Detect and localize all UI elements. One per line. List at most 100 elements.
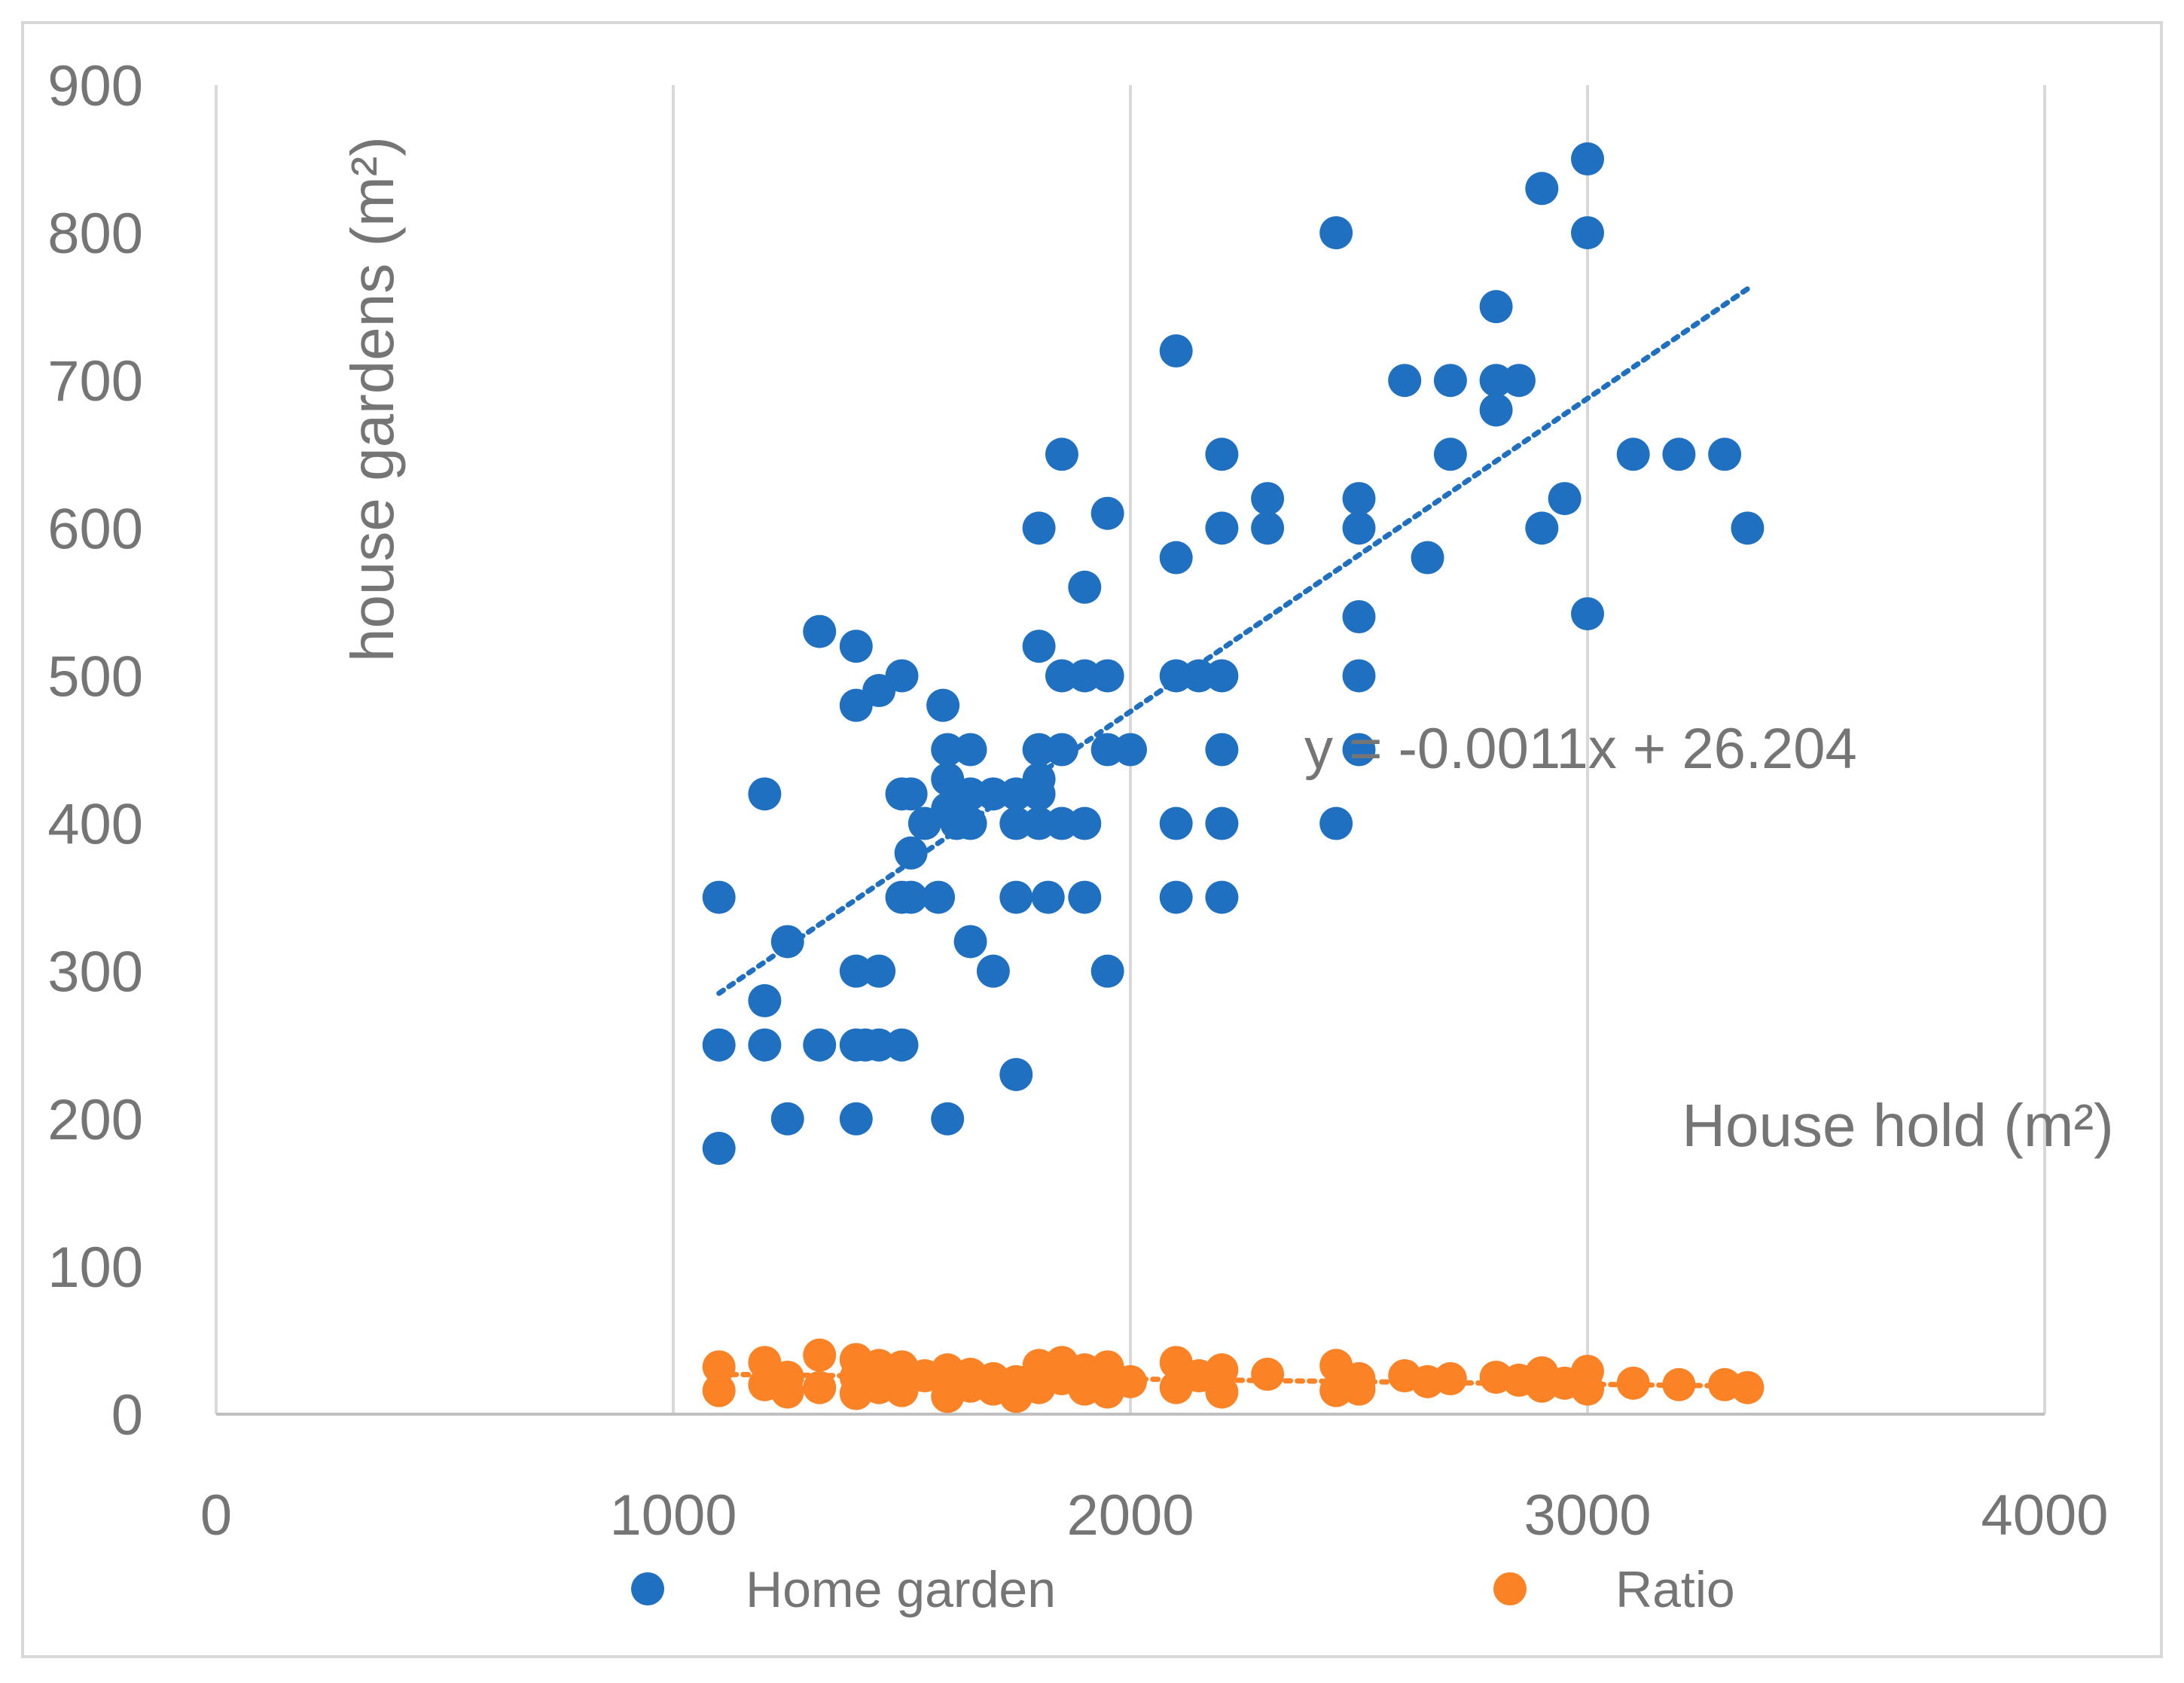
trendline-home-garden — [716, 286, 1750, 996]
point-home-garden — [1205, 806, 1239, 840]
point-home-garden — [931, 733, 965, 767]
point-home-garden — [1616, 438, 1650, 471]
point-home-garden — [1342, 482, 1376, 516]
point-home-garden — [1159, 880, 1193, 914]
point-ratio — [1433, 1361, 1467, 1395]
point-ratio — [1662, 1367, 1696, 1401]
point-ratio — [1616, 1366, 1650, 1400]
point-home-garden — [862, 1028, 896, 1062]
y-tick-label: 100 — [47, 1236, 143, 1300]
point-home-garden — [1479, 364, 1513, 398]
point-home-garden — [931, 1102, 965, 1136]
point-home-garden — [748, 983, 782, 1017]
point-home-garden — [1205, 733, 1239, 767]
point-home-garden — [953, 733, 987, 767]
point-home-garden — [894, 880, 928, 914]
point-home-garden — [1479, 290, 1513, 324]
point-home-garden — [1068, 806, 1102, 840]
point-home-garden — [1251, 482, 1285, 516]
point-home-garden — [1068, 659, 1102, 693]
point-ratio — [1731, 1370, 1765, 1404]
point-home-garden — [1068, 880, 1102, 914]
point-home-garden — [976, 954, 1010, 988]
point-home-garden — [1159, 806, 1193, 840]
y-tick-label: 400 — [47, 793, 143, 857]
point-ratio — [1251, 1358, 1285, 1392]
point-home-garden — [702, 880, 736, 914]
point-home-garden — [1022, 733, 1056, 767]
point-home-garden — [1479, 393, 1513, 427]
x-tick-label: 2000 — [1066, 1483, 1194, 1547]
point-home-garden — [1068, 570, 1102, 604]
point-home-garden — [1090, 733, 1124, 767]
point-home-garden — [1205, 880, 1239, 914]
point-home-garden — [1251, 511, 1285, 545]
point-home-garden — [1571, 597, 1604, 631]
point-home-garden — [839, 630, 873, 663]
point-ratio — [702, 1350, 736, 1384]
point-home-garden — [748, 1028, 782, 1062]
point-home-garden — [803, 614, 837, 648]
x-tick-label: 3000 — [1524, 1483, 1651, 1547]
legend-label-home-garden: Home garden — [746, 1561, 1056, 1618]
y-tick-label: 500 — [47, 645, 143, 709]
x-tick-label: 1000 — [609, 1483, 737, 1547]
point-ratio — [1571, 1372, 1604, 1406]
y-tick-label: 600 — [47, 497, 143, 561]
point-home-garden — [1342, 659, 1376, 693]
point-home-garden — [1319, 216, 1353, 250]
y-tick-label: 200 — [47, 1088, 143, 1152]
point-home-garden — [1388, 364, 1422, 398]
point-home-garden — [1411, 541, 1444, 575]
point-home-garden — [1433, 438, 1467, 471]
point-home-garden — [999, 806, 1033, 840]
point-home-garden — [1022, 630, 1056, 663]
point-home-garden — [1022, 777, 1056, 811]
point-home-garden — [1342, 600, 1376, 633]
point-home-garden — [1022, 806, 1056, 840]
point-home-garden — [1525, 172, 1559, 206]
point-home-garden — [1433, 364, 1467, 398]
legend-label-ratio: Ratio — [1615, 1561, 1735, 1618]
point-home-garden — [1159, 334, 1193, 367]
point-home-garden — [770, 1102, 804, 1136]
point-home-garden — [953, 777, 987, 811]
y-tick-label: 300 — [47, 941, 143, 1005]
point-ratio — [770, 1375, 804, 1409]
point-ratio — [702, 1374, 736, 1407]
point-home-garden — [1045, 438, 1078, 471]
point-home-garden — [999, 1057, 1033, 1091]
tick-labels: 0 1000 2000 3000 4000 0 100 200 300 400 500 600 700 8… — [47, 54, 2108, 1547]
point-home-garden — [976, 777, 1010, 811]
point-home-garden — [894, 836, 928, 870]
point-home-garden — [894, 777, 928, 811]
y-tick-label: 800 — [47, 202, 143, 266]
point-ratio — [803, 1370, 837, 1404]
point-home-garden — [803, 1028, 837, 1062]
point-home-garden — [748, 777, 782, 811]
point-home-garden — [1708, 438, 1742, 471]
point-home-garden — [1045, 733, 1078, 767]
point-home-garden — [702, 1028, 736, 1062]
point-home-garden — [770, 925, 804, 959]
point-home-garden — [953, 925, 987, 959]
point-home-garden — [1031, 880, 1065, 914]
point-home-garden — [1159, 659, 1193, 693]
axes — [215, 85, 2045, 1416]
point-home-garden — [1090, 954, 1124, 988]
point-home-garden — [1205, 511, 1239, 545]
point-home-garden — [1114, 733, 1147, 767]
point-home-garden — [1090, 659, 1124, 693]
point-home-garden — [1342, 733, 1376, 767]
point-home-garden — [839, 1102, 873, 1136]
point-home-garden — [1525, 511, 1559, 545]
x-tick-label: 4000 — [1981, 1483, 2108, 1547]
y-tick-label: 900 — [47, 54, 143, 118]
point-home-garden — [922, 880, 956, 914]
point-home-garden — [1205, 438, 1239, 471]
legend: Home garden Ratio — [631, 1561, 1735, 1618]
legend-marker-home-garden — [631, 1572, 664, 1605]
point-home-garden — [926, 688, 960, 722]
